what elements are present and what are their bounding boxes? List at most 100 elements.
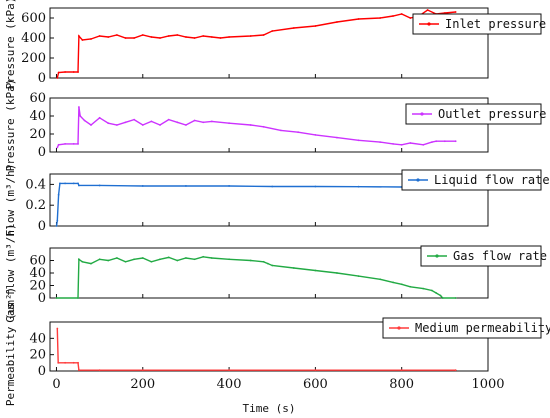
data-point: [454, 369, 457, 372]
data-point: [193, 119, 196, 122]
data-point: [59, 182, 61, 185]
data-point: [141, 124, 144, 126]
data-point: [202, 255, 205, 258]
data-point: [141, 369, 144, 372]
data-point: [400, 369, 403, 372]
data-point: [78, 369, 80, 372]
data-point: [90, 124, 92, 126]
data-point: [176, 259, 179, 262]
data-point: [271, 185, 274, 188]
legend-box: [412, 13, 542, 35]
data-point: [56, 146, 59, 149]
data-point: [64, 71, 67, 73]
data-point: [202, 121, 205, 124]
data-point: [219, 37, 222, 39]
data-point: [262, 260, 265, 263]
data-point: [78, 184, 80, 187]
legend-label: Inlet pressure: [445, 17, 546, 31]
data-point: [77, 297, 79, 299]
data-point: [210, 257, 213, 259]
data-point: [228, 122, 230, 125]
data-point: [57, 143, 60, 146]
data-point: [107, 259, 110, 262]
data-point: [141, 257, 144, 259]
data-point: [336, 272, 338, 274]
y-tick-label: 20: [29, 279, 46, 294]
data-point: [379, 141, 382, 144]
data-point: [249, 259, 252, 262]
y-tick-label: 400: [21, 31, 46, 46]
series-line: [56, 328, 456, 371]
data-point: [115, 124, 118, 126]
data-point: [297, 131, 300, 134]
data-point: [56, 327, 59, 330]
data-point: [409, 142, 412, 144]
data-point: [141, 185, 144, 187]
data-point: [185, 36, 187, 38]
y-tick-label: 60: [29, 254, 46, 269]
y-axis-title: Gas flow (m³/h): [4, 223, 17, 322]
legend-box: [405, 103, 542, 125]
data-point: [124, 260, 127, 263]
y-axis-title: Flow (m³/h): [4, 164, 17, 237]
data-point: [56, 77, 59, 79]
data-point: [193, 258, 196, 261]
y-tick-label: 0: [38, 291, 46, 306]
data-point: [443, 140, 446, 143]
legend: Inlet pressure: [412, 13, 546, 35]
legend-marker: [427, 22, 431, 26]
series-line: [56, 256, 456, 299]
data-point: [400, 283, 403, 286]
legend: Outlet pressure: [405, 103, 546, 125]
data-point: [72, 71, 75, 73]
data-point: [314, 25, 317, 27]
data-point: [56, 219, 59, 222]
data-point: [357, 185, 360, 188]
data-point: [98, 35, 101, 37]
y-tick-label: 40: [29, 109, 46, 124]
data-point: [124, 121, 127, 124]
data-point: [81, 39, 84, 41]
data-point: [454, 140, 457, 143]
data-point: [185, 124, 187, 126]
panel-1: Inlet pressure: [49, 7, 546, 79]
data-point: [150, 120, 153, 123]
data-point: [115, 34, 118, 36]
legend-marker: [435, 254, 439, 258]
y-axis-title: Pressure (kPa): [4, 0, 17, 89]
data-point: [292, 27, 295, 29]
data-point: [228, 36, 230, 38]
y-tick-label: 20: [29, 348, 46, 363]
data-point: [78, 35, 80, 37]
data-point: [228, 185, 230, 187]
data-point: [133, 258, 136, 261]
data-point: [72, 143, 75, 145]
y-tick-label: 60: [29, 91, 46, 106]
data-point: [57, 361, 60, 364]
legend: Medium permeability: [382, 317, 550, 339]
data-point: [78, 258, 80, 261]
data-point: [443, 12, 446, 14]
y-tick-label: 0: [38, 145, 46, 160]
y-axis-title: Pressure (kPa): [4, 79, 17, 172]
legend-label: Outlet pressure: [438, 107, 546, 121]
data-point: [314, 185, 317, 188]
data-point: [392, 281, 394, 284]
data-point: [107, 122, 110, 125]
data-point: [72, 182, 75, 185]
data-point: [64, 143, 67, 145]
data-point: [426, 9, 429, 11]
data-point: [185, 185, 187, 187]
plot-frame: [49, 173, 489, 227]
data-point: [159, 258, 161, 261]
x-tick-label: 0: [52, 377, 60, 392]
series-line: [55, 182, 456, 227]
x-tick-label: 400: [217, 377, 242, 392]
data-point: [249, 124, 252, 126]
data-point: [133, 118, 136, 121]
y-tick-label: 0: [38, 364, 46, 379]
data-point: [98, 116, 101, 119]
data-point: [271, 264, 274, 267]
legend-marker: [416, 178, 420, 182]
data-point: [150, 260, 153, 263]
